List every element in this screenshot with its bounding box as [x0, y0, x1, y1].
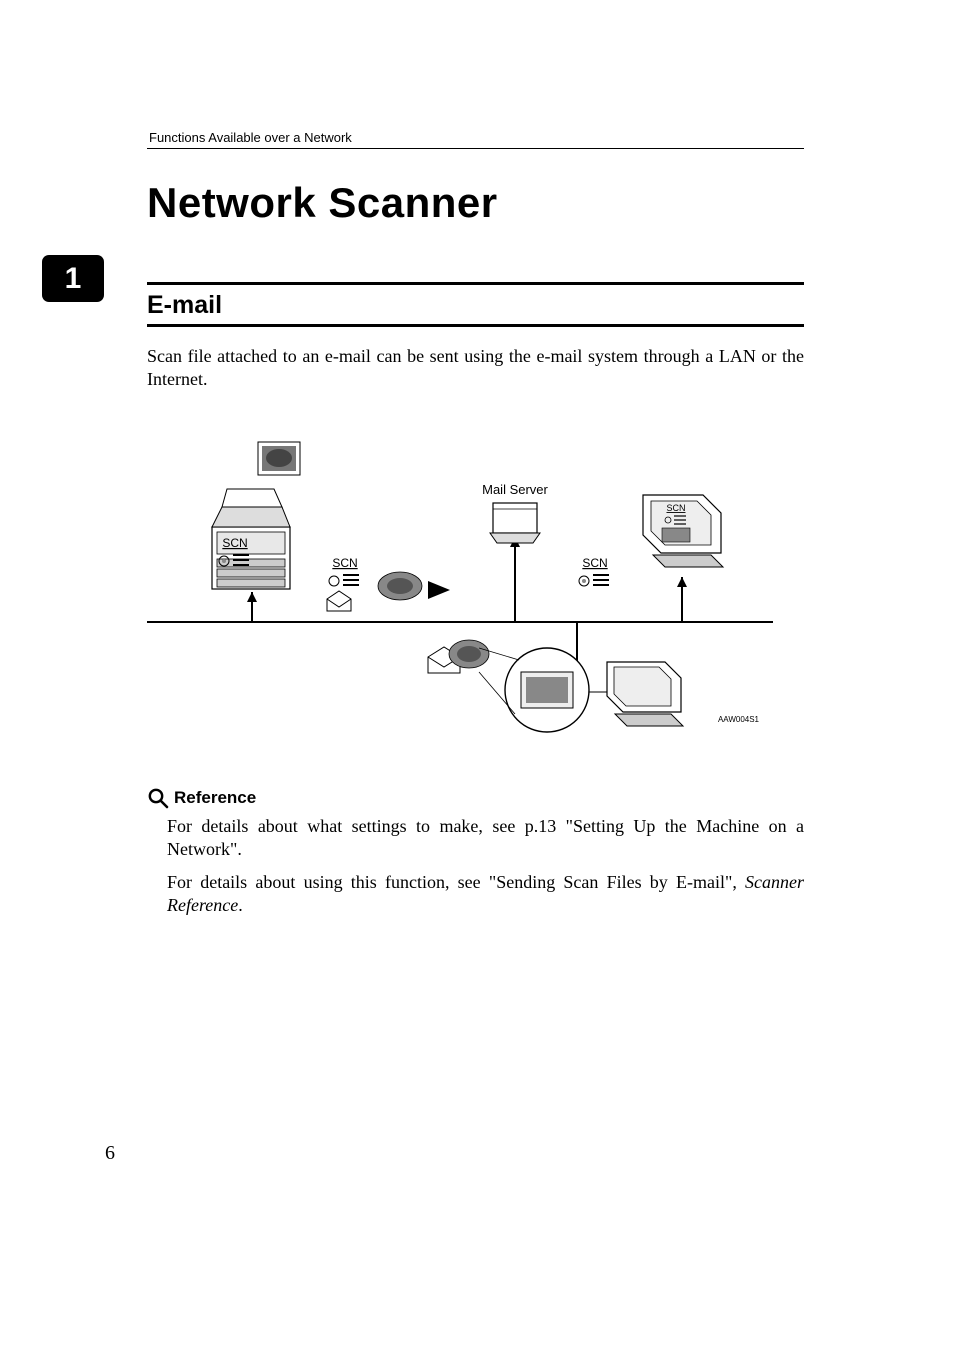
section-heading: E-mail	[147, 291, 804, 320]
reference-para-2: For details about using this function, s…	[167, 871, 804, 917]
chapter-tab: 1	[42, 255, 104, 302]
reference-heading: Reference	[174, 788, 256, 808]
figure-code: AAW004S1	[718, 715, 760, 724]
ref-para2-pre: For details about using this function, s…	[167, 872, 745, 892]
header-rule	[147, 148, 804, 149]
running-header: Functions Available over a Network	[147, 130, 804, 145]
reference-para-1: For details about what settings to make,…	[167, 815, 804, 861]
scn-label-2: SCN	[582, 556, 607, 570]
page-title: Network Scanner	[147, 179, 804, 227]
page-number: 6	[105, 1142, 115, 1165]
diagram-svg: SCN Mail Server SCN	[147, 427, 773, 757]
ref-para2-post: .	[238, 895, 243, 915]
scn-label-3: SCN	[332, 556, 357, 570]
reference-heading-row: Reference	[147, 787, 804, 809]
email-network-diagram: SCN Mail Server SCN	[147, 427, 804, 762]
scn-label: SCN	[222, 536, 247, 550]
page-content: Functions Available over a Network 1 Net…	[0, 0, 954, 917]
reference-icon	[147, 787, 169, 809]
section-rule-top	[147, 282, 804, 285]
mail-server-label: Mail Server	[482, 482, 548, 497]
section-rule-bottom	[147, 324, 804, 327]
scn-label-pc1: SCN	[666, 503, 685, 513]
section-body: Scan file attached to an e-mail can be s…	[147, 345, 804, 391]
